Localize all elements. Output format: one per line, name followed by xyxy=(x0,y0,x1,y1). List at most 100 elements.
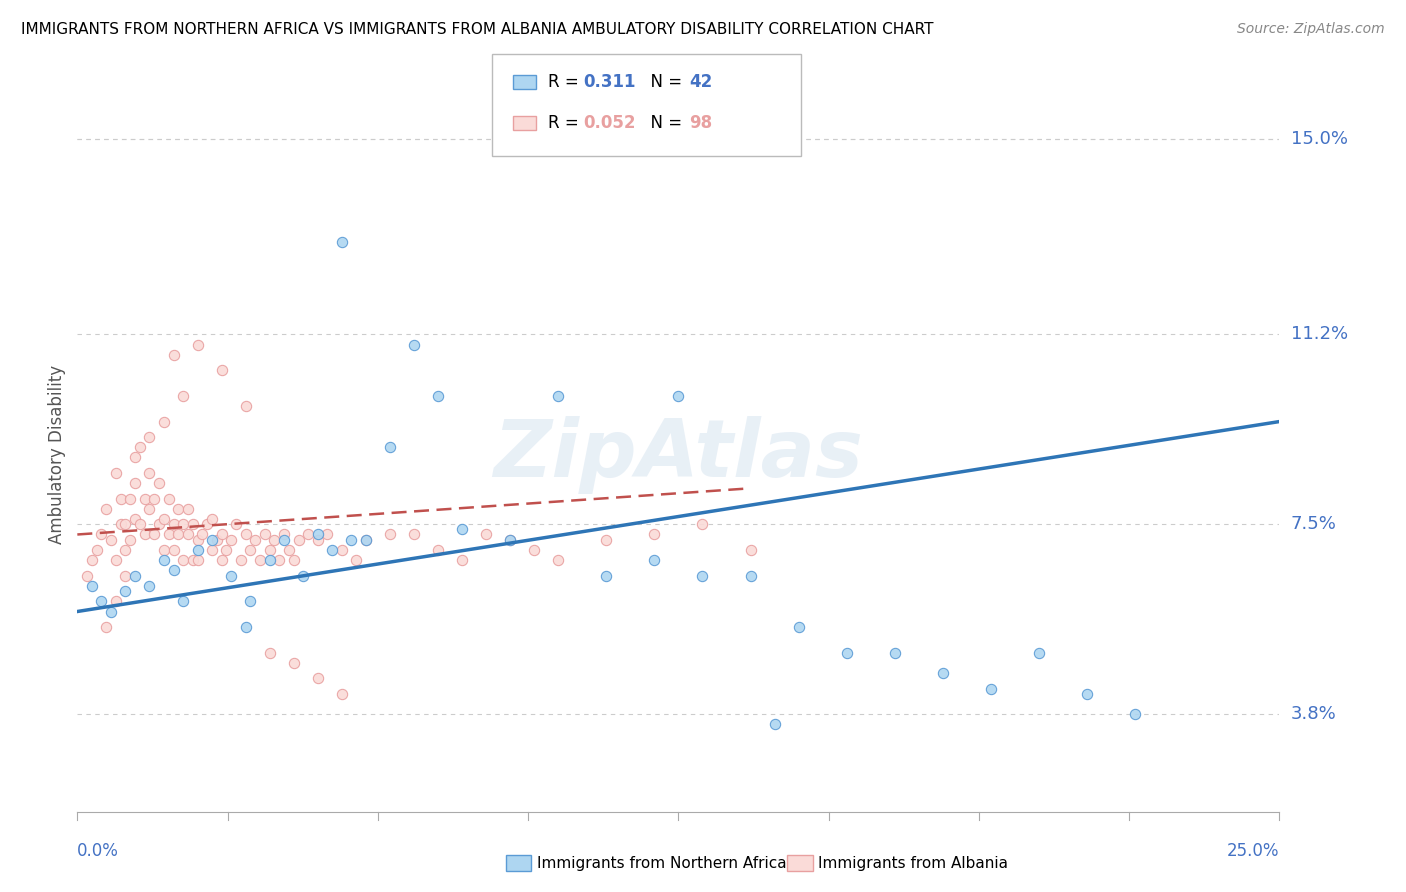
Point xyxy=(186,533,209,547)
Point xyxy=(157,491,180,506)
Point xyxy=(239,542,262,557)
Point xyxy=(451,522,474,536)
Point xyxy=(932,666,955,681)
Point xyxy=(1028,646,1050,660)
Point xyxy=(354,533,377,547)
Point xyxy=(211,527,233,541)
Point xyxy=(253,527,276,541)
Point xyxy=(110,517,132,532)
Point xyxy=(114,584,136,599)
Point xyxy=(235,399,257,413)
Point xyxy=(138,466,160,480)
Text: 11.2%: 11.2% xyxy=(1291,326,1348,343)
Point xyxy=(763,717,786,731)
Point xyxy=(378,527,401,541)
Point xyxy=(172,389,194,403)
Point xyxy=(96,620,118,634)
Point xyxy=(124,568,146,582)
Point xyxy=(128,517,150,532)
Point xyxy=(104,594,127,608)
Point xyxy=(138,501,160,516)
Point xyxy=(273,527,295,541)
Text: Immigrants from Albania: Immigrants from Albania xyxy=(818,856,1008,871)
Point xyxy=(547,553,569,567)
Point xyxy=(167,527,190,541)
Point xyxy=(292,568,315,582)
Point xyxy=(153,542,176,557)
Point xyxy=(316,527,339,541)
Point xyxy=(172,594,194,608)
Point xyxy=(307,671,329,685)
Text: R =: R = xyxy=(548,73,585,91)
Point xyxy=(148,476,170,491)
Point xyxy=(499,533,522,547)
Text: 7.5%: 7.5% xyxy=(1291,516,1337,533)
Point xyxy=(273,533,295,547)
Point xyxy=(76,568,98,582)
Point xyxy=(229,553,252,567)
Point xyxy=(148,517,170,532)
Point xyxy=(259,646,281,660)
Point xyxy=(499,533,522,547)
Point xyxy=(283,553,305,567)
Point xyxy=(110,491,132,506)
Point xyxy=(297,527,319,541)
Text: N =: N = xyxy=(640,114,688,132)
Point xyxy=(475,527,498,541)
Point xyxy=(547,389,569,403)
Point xyxy=(162,542,184,557)
Text: 0.052: 0.052 xyxy=(583,114,636,132)
Point xyxy=(259,553,281,567)
Text: 15.0%: 15.0% xyxy=(1291,130,1347,148)
Point xyxy=(186,337,209,351)
Point xyxy=(186,553,209,567)
Point xyxy=(177,527,200,541)
Point xyxy=(134,491,156,506)
Point xyxy=(177,501,200,516)
Point xyxy=(643,553,665,567)
Point xyxy=(201,542,224,557)
Point xyxy=(96,501,118,516)
Point xyxy=(114,542,136,557)
Text: 25.0%: 25.0% xyxy=(1227,842,1279,860)
Point xyxy=(321,542,343,557)
Point xyxy=(90,527,112,541)
Point xyxy=(100,605,122,619)
Point xyxy=(100,533,122,547)
Point xyxy=(835,646,858,660)
Point xyxy=(219,568,242,582)
Point xyxy=(668,389,690,403)
Point xyxy=(167,501,190,516)
Point xyxy=(643,527,665,541)
Text: N =: N = xyxy=(640,73,688,91)
Text: 0.311: 0.311 xyxy=(583,73,636,91)
Point xyxy=(114,517,136,532)
Point xyxy=(307,527,329,541)
Point xyxy=(211,363,233,377)
Point xyxy=(157,527,180,541)
Point xyxy=(114,568,136,582)
Point xyxy=(245,533,267,547)
Text: 0.0%: 0.0% xyxy=(77,842,120,860)
Point xyxy=(269,553,291,567)
Point xyxy=(277,542,299,557)
Text: ZipAtlas: ZipAtlas xyxy=(494,416,863,494)
Point xyxy=(787,620,810,634)
Point xyxy=(201,512,224,526)
Point xyxy=(153,415,176,429)
Point xyxy=(378,440,401,454)
Point xyxy=(120,491,142,506)
Point xyxy=(143,527,166,541)
Text: IMMIGRANTS FROM NORTHERN AFRICA VS IMMIGRANTS FROM ALBANIA AMBULATORY DISABILITY: IMMIGRANTS FROM NORTHERN AFRICA VS IMMIG… xyxy=(21,22,934,37)
Text: 42: 42 xyxy=(689,73,713,91)
Point xyxy=(883,646,905,660)
Point xyxy=(340,533,363,547)
Point xyxy=(162,348,184,362)
Point xyxy=(172,517,194,532)
Point xyxy=(427,389,450,403)
Point xyxy=(1123,707,1146,722)
Point xyxy=(162,517,184,532)
Point xyxy=(344,553,367,567)
Text: Source: ZipAtlas.com: Source: ZipAtlas.com xyxy=(1237,22,1385,37)
Point xyxy=(195,517,218,532)
